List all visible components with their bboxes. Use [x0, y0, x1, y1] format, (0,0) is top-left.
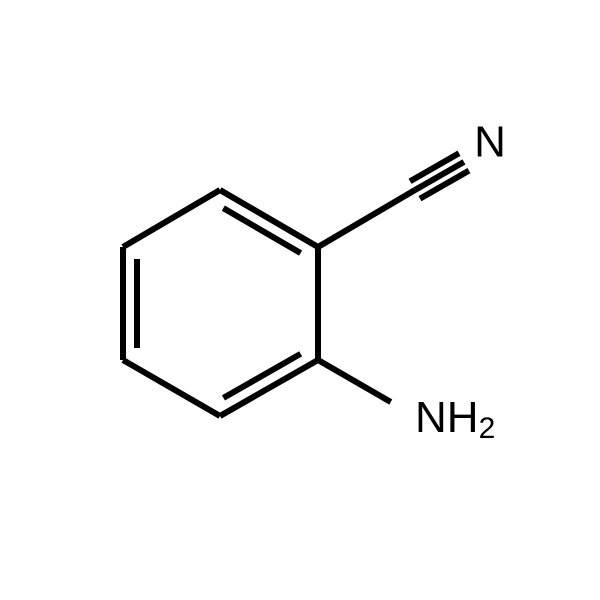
atom-label-amine: NH2 — [415, 393, 495, 445]
molecule-diagram: N NH2 — [0, 0, 600, 600]
atom-label-nitrogen-nitrile: N — [474, 118, 506, 167]
